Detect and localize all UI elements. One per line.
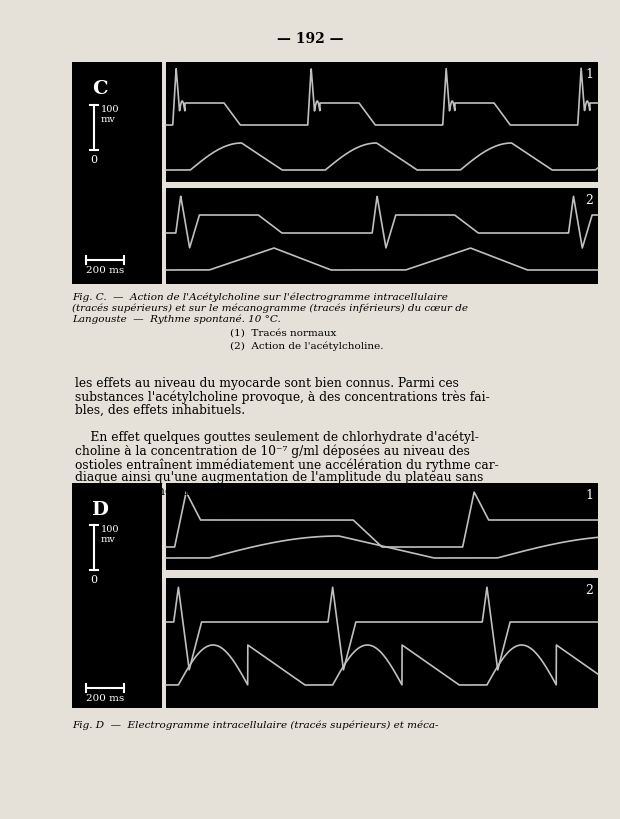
Text: Fig. D  —  Electrogramme intracellulaire (tracés supérieurs) et méca-: Fig. D — Electrogramme intracellulaire (…: [72, 721, 438, 731]
Text: bles, des effets inhabituels.: bles, des effets inhabituels.: [75, 404, 245, 417]
Text: (tracés supérieurs) et sur le mécanogramme (tracés inférieurs) du cœur de: (tracés supérieurs) et sur le mécanogram…: [72, 304, 468, 313]
Bar: [166, 578, 598, 708]
Text: — 192 —: — 192 —: [277, 32, 343, 46]
Bar: [166, 188, 598, 284]
Bar: [166, 483, 598, 570]
Text: 100
mv: 100 mv: [101, 525, 120, 545]
Text: 100
mv: 100 mv: [101, 105, 120, 124]
Text: diaque ainsi qu'une augmentation de l'amplitude du plateau sans: diaque ainsi qu'une augmentation de l'am…: [75, 472, 484, 485]
Text: 200 ms: 200 ms: [86, 266, 124, 275]
Text: choline à la concentration de 10⁻⁷ g/ml déposées au niveau des: choline à la concentration de 10⁻⁷ g/ml …: [75, 445, 470, 458]
Bar: [72, 483, 162, 708]
Text: 2: 2: [585, 584, 593, 597]
Bar: [166, 62, 598, 182]
Text: 200 ms: 200 ms: [86, 694, 124, 703]
Text: Langouste  —  Rythme spontané. 10 °C.: Langouste — Rythme spontané. 10 °C.: [72, 315, 281, 324]
Text: ostioles entraînent immédiatement une accélération du rythme car-: ostioles entraînent immédiatement une ac…: [75, 458, 498, 472]
Text: En effet quelques gouttes seulement de chlorhydrate d'acétyl-: En effet quelques gouttes seulement de c…: [75, 431, 479, 445]
Text: (2)  Action de l'acétylcholine.: (2) Action de l'acétylcholine.: [230, 342, 384, 351]
Text: (1)  Tracés normaux: (1) Tracés normaux: [230, 328, 337, 337]
Text: D: D: [92, 501, 108, 519]
Text: modification notable du mécanogramme (Fig. C, tracé 2).: modification notable du mécanogramme (Fi…: [75, 485, 434, 499]
Text: 0: 0: [91, 155, 97, 165]
Text: les effets au niveau du myocarde sont bien connus. Parmi ces: les effets au niveau du myocarde sont bi…: [75, 377, 459, 390]
Text: substances l'acétylcholine provoque, à des concentrations très fai-: substances l'acétylcholine provoque, à d…: [75, 391, 490, 404]
Bar: [72, 62, 162, 284]
Text: Fig. C.  —  Action de l'Acétylcholine sur l'électrogramme intracellulaire: Fig. C. — Action de l'Acétylcholine sur …: [72, 292, 448, 301]
Text: 1: 1: [585, 68, 593, 81]
Text: 2: 2: [585, 194, 593, 207]
Text: 0: 0: [91, 575, 97, 585]
Text: C: C: [92, 80, 108, 98]
Text: 1: 1: [585, 489, 593, 502]
